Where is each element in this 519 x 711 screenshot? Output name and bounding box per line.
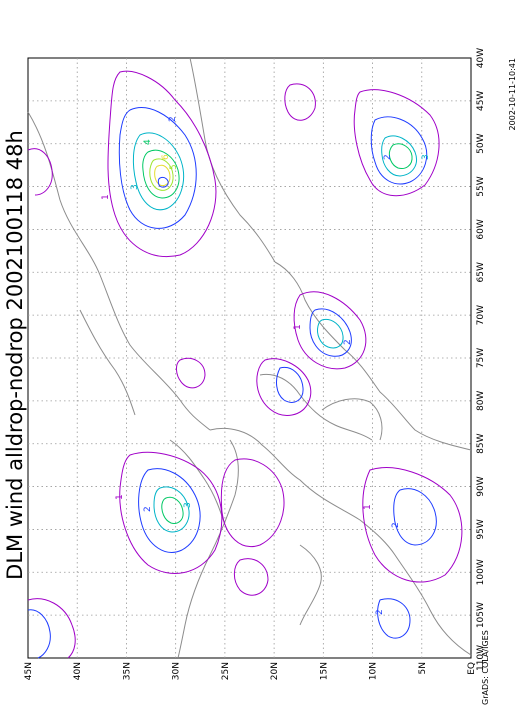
longitude-tick-label: 60W bbox=[476, 219, 486, 239]
contour-label: 3 bbox=[183, 502, 193, 508]
map-title: DLM wind alldrop-nodrop 2002100118 48h bbox=[3, 130, 27, 580]
longitude-tick-label: 110W bbox=[476, 645, 486, 671]
latitude-axis: 45N 40N 35N 30N 25N 20N 15N 10N 5N EQ bbox=[24, 662, 477, 680]
contour-label: 2 bbox=[391, 522, 401, 528]
contour-label: 2 bbox=[375, 609, 385, 615]
latitude-tick-label: EQ bbox=[467, 662, 477, 675]
longitude-tick-label: 45W bbox=[476, 91, 486, 111]
contours-level-3 bbox=[132, 132, 417, 533]
longitude-tick-label: 95W bbox=[476, 519, 486, 539]
longitude-tick-label: 105W bbox=[476, 602, 486, 628]
contours-level-1 bbox=[27, 70, 463, 659]
latitude-tick-label: 10N bbox=[369, 662, 379, 680]
longitude-tick-label: 50W bbox=[476, 133, 486, 153]
longitude-tick-label: 100W bbox=[476, 559, 486, 585]
latitude-tick-label: 20N bbox=[270, 662, 280, 680]
contour-label: 4 bbox=[143, 139, 153, 145]
latitude-tick-label: 25N bbox=[221, 662, 231, 680]
contour-label: 3 bbox=[130, 184, 140, 190]
contour-label: 1 bbox=[115, 494, 125, 500]
contour-label: 1 bbox=[101, 194, 111, 200]
contour-labels: 1 2 3 4 5 6 2 3 2 3 1 2 2 1 1 2 bbox=[101, 116, 431, 615]
credit-grads: GrADS: COLA/IGES bbox=[481, 630, 490, 705]
contours-level-2 bbox=[27, 107, 437, 659]
contour-label: 2 bbox=[143, 506, 153, 512]
contour-label: 2 bbox=[168, 116, 178, 122]
coastlines bbox=[27, 57, 472, 659]
longitude-tick-label: 55W bbox=[476, 176, 486, 196]
contour-label: 6 bbox=[161, 154, 171, 160]
credit-timestamp: 2002-10-11-10:41 bbox=[508, 58, 517, 130]
latitude-tick-label: 40N bbox=[73, 662, 83, 680]
graticule bbox=[28, 58, 471, 658]
latitude-tick-label: 15N bbox=[319, 662, 329, 680]
contour-label: 1 bbox=[363, 504, 373, 510]
latitude-tick-label: 5N bbox=[418, 662, 428, 674]
latitude-tick-label: 35N bbox=[122, 662, 132, 680]
latitude-tick-label: 45N bbox=[24, 662, 34, 680]
contours-level-4 bbox=[142, 143, 413, 524]
longitude-axis: 40W 45W 50W 55W 60W 65W 70W 75W 80W 85W 90W 95W 100W… bbox=[476, 48, 486, 671]
latitude-tick-label: 30N bbox=[172, 662, 182, 680]
longitude-tick-label: 90W bbox=[476, 476, 486, 496]
longitude-tick-label: 65W bbox=[476, 262, 486, 282]
contour-label: 1 bbox=[293, 324, 303, 330]
contour-label: 3 bbox=[421, 154, 431, 160]
longitude-tick-label: 40W bbox=[476, 48, 486, 68]
longitude-tick-label: 75W bbox=[476, 348, 486, 368]
contours-level-5-6 bbox=[149, 158, 174, 191]
longitude-tick-label: 70W bbox=[476, 305, 486, 325]
contour-label: 5 bbox=[169, 164, 179, 170]
contour-label: 2 bbox=[383, 154, 393, 160]
longitude-tick-label: 80W bbox=[476, 391, 486, 411]
contour-label: 2 bbox=[343, 339, 353, 345]
longitude-tick-label: 85W bbox=[476, 433, 486, 453]
